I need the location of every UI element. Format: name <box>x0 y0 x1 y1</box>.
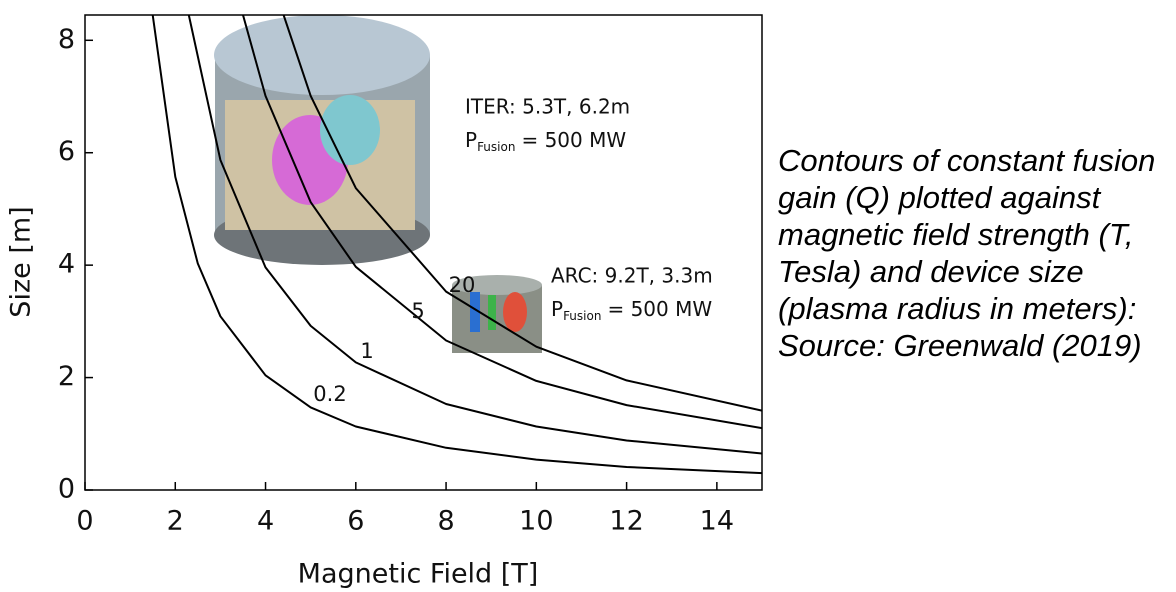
y-tick-label: 0 <box>58 474 75 505</box>
y-tick-label: 6 <box>58 136 75 167</box>
page: ITER: 5.3T, 6.2m PFusion= 500 MW ARC: 9.… <box>0 0 1176 592</box>
contour-label: 20 <box>449 273 476 297</box>
x-tick-label: 2 <box>167 506 184 537</box>
contour-label: 0.2 <box>313 382 346 406</box>
y-tick-label: 8 <box>58 24 75 55</box>
x-axis-label: Magnetic Field [T] <box>298 559 539 590</box>
x-tick-label: 14 <box>700 506 734 537</box>
annotation: PFusion = 500 MW <box>465 128 626 154</box>
annotation: ITER: 5.3T, 6.2m <box>465 95 630 119</box>
x-tick-label: 4 <box>257 506 274 537</box>
contour-label: 5 <box>411 299 424 323</box>
x-tick-label: 8 <box>437 506 454 537</box>
iter-illustration <box>214 15 430 265</box>
y-axis-label: Size [m] <box>6 206 37 317</box>
annotation-subscript: Fusion <box>477 140 515 154</box>
annotation: ARC: 9.2T, 3.3m <box>551 264 713 288</box>
x-tick-label: 6 <box>347 506 364 537</box>
iter-vessel <box>320 95 380 165</box>
annotation-subscript: Fusion <box>563 309 601 323</box>
arc-blanket <box>488 295 496 330</box>
contour-label: 1 <box>360 339 373 363</box>
caption: Contours of constant fusion gain (Q) plo… <box>778 142 1173 364</box>
arc-plasma <box>503 292 527 332</box>
chart: ITER: 5.3T, 6.2m PFusion= 500 MW ARC: 9.… <box>0 0 770 592</box>
x-tick-label: 12 <box>609 506 643 537</box>
x-tick-label: 10 <box>519 506 553 537</box>
x-tick-label: 0 <box>76 506 93 537</box>
y-tick-label: 2 <box>58 361 75 392</box>
annotation-text: = 500 MW <box>607 297 712 321</box>
annotation-symbol: P <box>551 297 563 321</box>
annotation: PFusion = 500 MW <box>551 297 712 323</box>
annotation-symbol: P <box>465 128 477 152</box>
annotation-text: = 500 MW <box>521 128 626 152</box>
y-tick-label: 4 <box>58 249 75 280</box>
